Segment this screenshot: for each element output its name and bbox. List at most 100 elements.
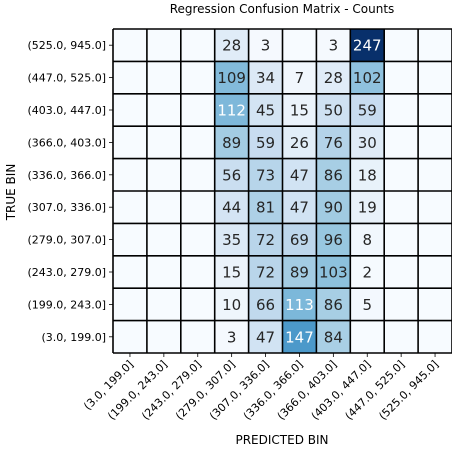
heatmap-cell (248, 320, 283, 353)
x-tick-label: (447.0, 525.0] (343, 358, 408, 423)
heatmap-cell (146, 191, 181, 224)
heatmap-cell (180, 61, 215, 94)
cell-value-label: 3 (329, 37, 339, 55)
heatmap-cell (113, 93, 147, 127)
cell-value-label: 35 (222, 231, 241, 249)
cell-value-label: 109 (217, 69, 246, 87)
heatmap-cell (248, 126, 283, 159)
cell-value-label: 102 (353, 69, 382, 87)
heatmap-cell (113, 29, 147, 62)
heatmap-cell (180, 93, 215, 127)
heatmap-cell (180, 288, 215, 321)
heatmap-cell (418, 93, 452, 127)
cell-value-label: 86 (324, 296, 343, 314)
cell-value-label: 72 (256, 231, 275, 249)
heatmap-cell (282, 255, 317, 289)
heatmap-cells (113, 29, 452, 353)
heatmap-cell (350, 191, 385, 224)
heatmap-cell (350, 93, 385, 127)
heatmap-cell (180, 158, 215, 191)
heatmap-cell (214, 288, 249, 321)
heatmap-cell (316, 191, 351, 224)
x-tick-label: (525.0, 945.0] (376, 358, 441, 423)
x-tick-labels: (3.0, 199.0](199.0, 243.0](243.0, 279.0]… (81, 353, 441, 423)
heatmap-cell (282, 158, 317, 191)
heatmap-cell (316, 320, 351, 353)
y-tick-label: (366.0, 403.0] (27, 136, 106, 149)
cell-value-label: 90 (324, 199, 343, 217)
heatmap-cell (180, 320, 215, 353)
heatmap-cell (350, 255, 385, 289)
heatmap-cell (350, 320, 385, 353)
heatmap-cell (316, 223, 351, 256)
heatmap-cell (214, 29, 249, 62)
heatmap-cell (384, 255, 419, 289)
heatmap-cell (214, 255, 249, 289)
heatmap-cell (282, 126, 317, 159)
heatmap-cell (316, 93, 351, 127)
heatmap-cell (384, 61, 419, 94)
cell-value-label: 7 (295, 69, 305, 87)
heatmap-cell (350, 158, 385, 191)
heatmap-cell (214, 61, 249, 94)
heatmap-cell (282, 93, 317, 127)
heatmap-cell (113, 158, 147, 191)
cell-value-label: 113 (285, 296, 314, 314)
heatmap-cell (180, 191, 215, 224)
heatmap-cell (384, 223, 419, 256)
heatmap-cell (384, 93, 419, 127)
y-tick-label: (525.0, 945.0] (27, 39, 106, 52)
heatmap-cell (248, 288, 283, 321)
cell-value-label: 72 (256, 264, 275, 282)
heatmap-cell (214, 320, 249, 353)
heatmap-cell (113, 61, 147, 94)
heatmap-cell (316, 29, 351, 62)
cell-value-label: 103 (319, 264, 348, 282)
heatmap-cell (248, 223, 283, 256)
heatmap-cell (384, 126, 419, 159)
x-tick-label: (279.0, 307.0] (173, 358, 238, 423)
y-tick-label: (403.0, 447.0] (27, 104, 106, 117)
cell-value-label: 59 (256, 134, 275, 152)
cell-grid (112, 28, 452, 354)
y-tick-label: (336.0, 366.0] (27, 169, 106, 182)
cell-value-label: 30 (358, 134, 377, 152)
heatmap-cell (146, 29, 181, 62)
heatmap-cell (214, 191, 249, 224)
cell-value-label: 2 (362, 264, 372, 282)
heatmap-cell (384, 320, 419, 353)
cell-value-label: 10 (222, 296, 241, 314)
x-tick-label: (243.0, 279.0] (139, 358, 204, 423)
heatmap-cell (113, 320, 147, 353)
heatmap-cell (248, 158, 283, 191)
heatmap-cell (418, 255, 452, 289)
cell-value-label: 47 (290, 199, 309, 217)
y-tick-label: (243.0, 279.0] (27, 266, 106, 279)
heatmap-cell (146, 126, 181, 159)
cell-value-label: 89 (222, 134, 241, 152)
heatmap-cell (113, 255, 147, 289)
heatmap-cell (282, 223, 317, 256)
heatmap-cell (113, 126, 147, 159)
cell-value-label: 56 (222, 166, 241, 184)
heatmap-cell (214, 223, 249, 256)
cell-value-label: 84 (324, 328, 343, 346)
cell-value-label: 76 (324, 134, 343, 152)
y-tick-label: (307.0, 336.0] (27, 201, 106, 214)
heatmap-cell (248, 255, 283, 289)
heatmap-cell (146, 93, 181, 127)
y-tick-labels: (525.0, 945.0] (447.0, 525.0] (403.0, 447.… (27, 39, 113, 344)
cell-value-label: 73 (256, 166, 275, 184)
x-tick-label: (307.0, 336.0] (207, 358, 272, 423)
y-tick-label: (447.0, 525.0] (27, 72, 106, 85)
heatmap-cell (418, 320, 452, 353)
cell-value-label: 81 (256, 199, 275, 217)
cell-value-label: 15 (222, 264, 241, 282)
x-tick-label: (403.0, 447.0] (309, 358, 374, 423)
heatmap-cell (180, 255, 215, 289)
cell-value-label: 19 (358, 199, 377, 217)
y-tick-label: (279.0, 307.0] (27, 234, 106, 247)
cell-value-label: 247 (353, 37, 382, 55)
cell-value-label: 45 (256, 102, 275, 120)
